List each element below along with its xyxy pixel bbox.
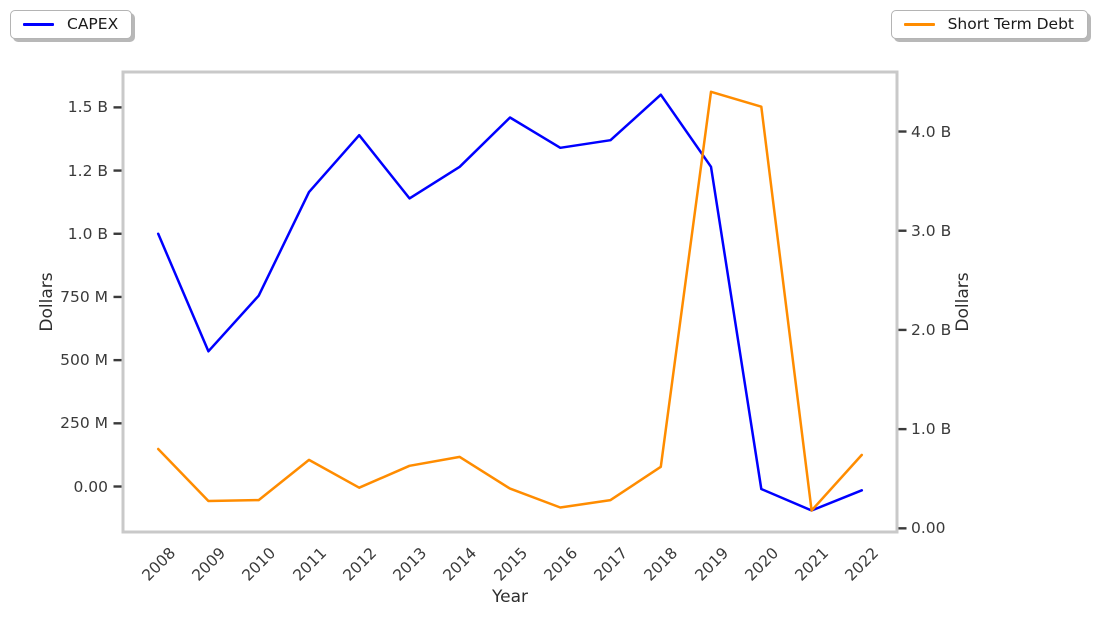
capex-line [156, 93, 864, 512]
y-tick-label-right: 2.0 B [911, 320, 952, 339]
capex-legend-label: CAPEX [67, 15, 119, 33]
y-tick-label-right: 1.0 B [911, 420, 952, 439]
y-tick-label-left: 0.00 [73, 477, 108, 496]
y-axis-title-right: Dollars [953, 272, 973, 332]
y-tick-label-left: 1.5 B [67, 98, 108, 117]
y-axis-title-left: Dollars [37, 272, 57, 332]
plot-border [121, 70, 899, 534]
capex-legend-swatch-icon [23, 22, 54, 26]
y-tick-label-right: 3.0 B [911, 221, 952, 240]
y-tick-label-left: 1.2 B [67, 161, 108, 180]
y-tick-label-right: 0.00 [911, 519, 946, 538]
y-tick-label-left: 500 M [60, 351, 108, 370]
y-tick-label-left: 250 M [60, 414, 108, 433]
short-term-debt-legend-label: Short Term Debt [947, 15, 1074, 33]
short-term-debt-line [156, 90, 864, 512]
y-tick-label-right: 4.0 B [911, 122, 952, 141]
x-axis-title: Year [492, 587, 528, 607]
short-term-debt-legend-swatch-icon [903, 22, 935, 26]
legend-capex[interactable]: CAPEX [10, 10, 133, 39]
y-tick-label-left: 750 M [60, 287, 108, 306]
y-tick-label-left: 1.0 B [67, 224, 108, 243]
legend-short-term-debt[interactable]: Short Term Debt [890, 10, 1088, 39]
